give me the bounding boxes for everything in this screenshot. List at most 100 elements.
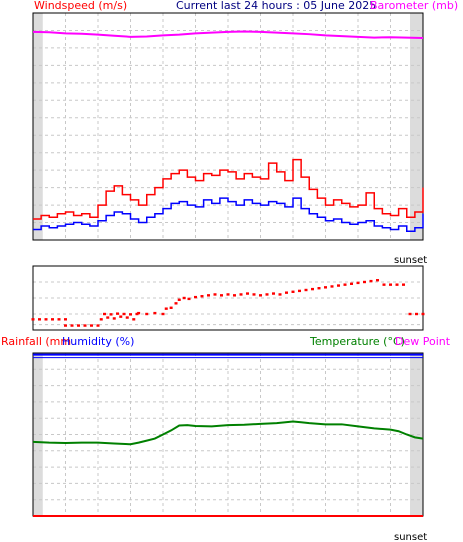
sunset-band-right bbox=[410, 13, 423, 240]
rht-grid bbox=[33, 352, 423, 517]
wind-avg-series bbox=[33, 197, 424, 233]
direction-point bbox=[207, 294, 210, 297]
direction-point bbox=[376, 279, 379, 282]
direction-point bbox=[122, 312, 126, 316]
direction-point bbox=[44, 318, 48, 321]
direction-point bbox=[239, 293, 243, 296]
direction-point bbox=[324, 286, 327, 289]
sunset-annotation: sunset bbox=[394, 532, 427, 542]
rain-humidity-temp-panel: sunset Rainfall (mm Humidity (%) Tempera… bbox=[1, 335, 451, 542]
direction-point bbox=[164, 307, 168, 310]
direction-point bbox=[304, 288, 308, 292]
direction-point bbox=[350, 282, 353, 285]
direction-point bbox=[57, 318, 61, 321]
wind-barometer-panel: sunset Windspeed (m/s) Current last 24 h… bbox=[32, 0, 458, 266]
direction-point bbox=[90, 324, 93, 327]
direction-point bbox=[96, 324, 100, 327]
direction-point bbox=[145, 312, 149, 316]
barometer-axis-title: Barometer (mb) bbox=[370, 0, 458, 12]
direction-point bbox=[363, 280, 366, 284]
sunset-band-left bbox=[33, 353, 43, 516]
temperature-line bbox=[32, 420, 424, 446]
sunset-band-left bbox=[33, 13, 43, 240]
direction-point bbox=[382, 283, 386, 286]
chart-title: Current last 24 hours : 05 June 2025 bbox=[176, 0, 376, 12]
direction-point bbox=[31, 318, 35, 321]
direction-point bbox=[402, 283, 405, 286]
direction-point bbox=[174, 302, 178, 305]
wind-avg-line bbox=[33, 197, 424, 233]
direction-point bbox=[291, 290, 295, 293]
direction-point bbox=[116, 312, 119, 315]
direction-point bbox=[272, 292, 275, 295]
wind-direction-panel bbox=[31, 265, 425, 331]
temperature-axis-title: Temperature (°C) bbox=[309, 335, 405, 348]
direction-point bbox=[330, 285, 334, 288]
direction-point bbox=[317, 287, 321, 290]
direction-point bbox=[137, 311, 141, 315]
direction-point bbox=[278, 293, 282, 296]
sunset-band-right bbox=[410, 353, 423, 516]
direction-point bbox=[415, 312, 418, 316]
direction-point bbox=[265, 293, 269, 296]
direction-point bbox=[125, 316, 129, 319]
direction-point bbox=[187, 297, 191, 301]
direction-point bbox=[112, 317, 116, 320]
direction-point bbox=[103, 312, 106, 316]
direction-point bbox=[99, 318, 103, 321]
wind-plot-frame bbox=[32, 12, 424, 241]
direction-point bbox=[177, 298, 181, 301]
direction-point bbox=[38, 318, 41, 321]
dewpoint-axis-title: Dew Point bbox=[395, 335, 451, 348]
direction-point bbox=[153, 311, 157, 315]
direction-point bbox=[285, 291, 288, 294]
direction-point bbox=[356, 281, 360, 285]
direction-point bbox=[83, 324, 87, 327]
humidity-axis-title: Humidity (%) bbox=[62, 335, 134, 348]
direction-point bbox=[64, 324, 67, 327]
direction-point bbox=[343, 283, 347, 286]
direction-point bbox=[246, 292, 249, 295]
direction-point bbox=[70, 324, 74, 327]
direction-point bbox=[109, 313, 113, 316]
direction-point bbox=[194, 295, 197, 299]
direction-point bbox=[169, 306, 173, 309]
direction-point bbox=[408, 312, 412, 316]
direction-point bbox=[106, 316, 110, 319]
direction-point bbox=[252, 293, 256, 296]
direction-point bbox=[220, 294, 223, 297]
windspeed-axis-title: Windspeed (m/s) bbox=[34, 0, 127, 12]
direction-point bbox=[135, 312, 139, 316]
direction-point bbox=[161, 312, 165, 316]
direction-plot-frame bbox=[32, 265, 424, 331]
direction-point bbox=[119, 315, 123, 318]
direction-point bbox=[395, 283, 399, 286]
wind-gust-line bbox=[33, 158, 424, 220]
rainfall-axis-title: Rainfall (mm bbox=[1, 335, 71, 348]
rht-series bbox=[32, 353, 424, 517]
direction-grid bbox=[33, 265, 423, 331]
direction-points bbox=[31, 279, 425, 327]
barometer-line bbox=[32, 30, 424, 39]
direction-point bbox=[213, 293, 217, 296]
direction-point bbox=[182, 296, 186, 300]
direction-point bbox=[226, 293, 230, 296]
direction-point bbox=[298, 289, 301, 293]
direction-point bbox=[132, 318, 136, 321]
direction-point bbox=[311, 287, 314, 291]
wind-gust-series bbox=[33, 158, 424, 220]
direction-point bbox=[369, 279, 373, 283]
direction-point bbox=[77, 324, 80, 327]
direction-point bbox=[200, 295, 204, 298]
direction-point bbox=[389, 283, 392, 286]
direction-point bbox=[421, 312, 425, 316]
direction-point bbox=[259, 294, 262, 297]
direction-point bbox=[129, 313, 132, 316]
direction-point bbox=[51, 318, 54, 321]
wind-grid bbox=[33, 12, 423, 241]
barometer-series bbox=[32, 30, 424, 39]
direction-point bbox=[337, 284, 340, 287]
sunset-annotation: sunset bbox=[394, 255, 427, 266]
direction-point bbox=[64, 318, 67, 321]
